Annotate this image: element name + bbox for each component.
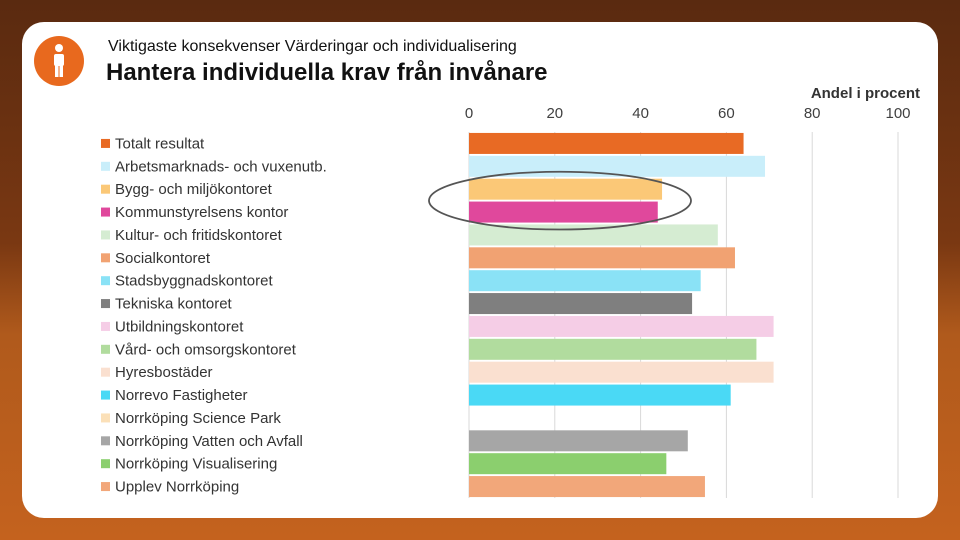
legend-label: Norrevo Fastigheter bbox=[115, 387, 248, 404]
highlight-ellipse bbox=[428, 170, 692, 231]
legend-swatch bbox=[101, 276, 110, 286]
legend-swatch bbox=[101, 253, 110, 263]
slide-subtitle: Viktigaste konsekvenser Värderingar och … bbox=[108, 38, 517, 55]
legend-swatch bbox=[101, 230, 110, 240]
x-tick-label: 20 bbox=[546, 105, 563, 122]
x-tick-label: 0 bbox=[465, 105, 473, 122]
legend-swatch bbox=[101, 344, 110, 354]
person-badge bbox=[34, 36, 84, 86]
legend-swatch bbox=[101, 436, 110, 446]
legend-label: Socialkontoret bbox=[115, 250, 211, 267]
bar bbox=[469, 315, 774, 337]
legend-label: Arbetsmarknads- och vuxenutb. bbox=[115, 158, 327, 175]
legend-swatch bbox=[101, 161, 110, 171]
legend-label: Stadsbyggnadskontoret bbox=[115, 273, 273, 290]
legend-swatch bbox=[101, 207, 110, 217]
legend-label: Upplev Norrköping bbox=[115, 479, 239, 496]
bar bbox=[469, 361, 774, 383]
bar bbox=[469, 384, 731, 406]
x-tick-label: 100 bbox=[885, 105, 910, 122]
legend-label: Tekniska kontoret bbox=[115, 296, 233, 313]
legend-label: Kommunstyrelsens kontor bbox=[115, 204, 288, 221]
x-axis-ticks: 0 20 40 60 80 100 bbox=[465, 105, 911, 122]
bar bbox=[469, 247, 735, 269]
bar bbox=[469, 293, 693, 315]
legend-label: Norrköping Science Park bbox=[115, 410, 281, 427]
axis-title: Andel i procent bbox=[811, 85, 920, 102]
legend-label: Bygg- och miljökontoret bbox=[115, 181, 273, 198]
slide-title: Hantera individuella krav från invånare bbox=[106, 59, 548, 86]
x-tick-label: 80 bbox=[804, 105, 821, 122]
legend-label: Hyresbostäder bbox=[115, 364, 213, 381]
legend: Totalt resultat Arbetsmarknads- och vuxen… bbox=[101, 135, 327, 496]
legend-label: Totalt resultat bbox=[115, 135, 205, 152]
x-tick-label: 60 bbox=[718, 105, 735, 122]
legend-swatch bbox=[101, 482, 110, 492]
bar bbox=[469, 178, 663, 200]
legend-swatch bbox=[101, 413, 110, 423]
legend-label: Vård- och omsorgskontoret bbox=[115, 341, 297, 358]
bar bbox=[469, 453, 667, 475]
legend-swatch bbox=[101, 367, 110, 377]
highlight-annotation bbox=[428, 170, 692, 231]
bars bbox=[469, 132, 774, 498]
x-tick-label: 40 bbox=[632, 105, 649, 122]
bar bbox=[469, 270, 701, 292]
person-icon bbox=[54, 44, 64, 77]
bar bbox=[469, 338, 757, 360]
bar bbox=[469, 430, 688, 452]
bar bbox=[469, 476, 705, 498]
legend-label: Norrköping Vatten och Avfall bbox=[115, 433, 303, 450]
legend-swatch bbox=[101, 321, 110, 331]
bar bbox=[469, 201, 658, 223]
legend-label: Utbildningskontoret bbox=[115, 318, 244, 335]
legend-swatch bbox=[101, 299, 110, 309]
legend-label: Norrköping Visualisering bbox=[115, 456, 277, 473]
bar bbox=[469, 132, 744, 154]
legend-swatch bbox=[101, 138, 110, 148]
legend-swatch bbox=[101, 459, 110, 469]
legend-swatch bbox=[101, 184, 110, 194]
legend-label: Kultur- och fritidskontoret bbox=[115, 227, 283, 244]
legend-swatch bbox=[101, 390, 110, 400]
